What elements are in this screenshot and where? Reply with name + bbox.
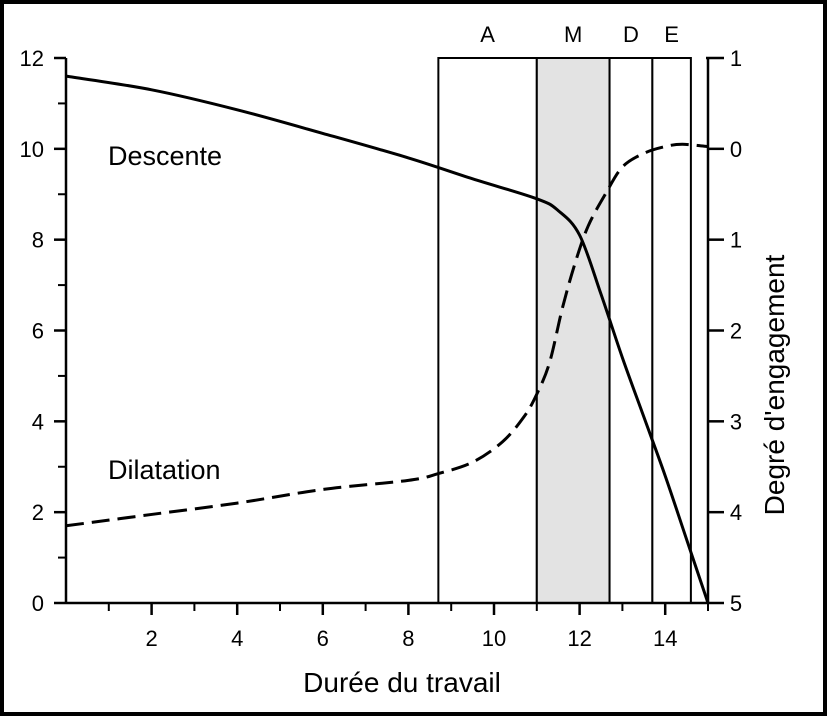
y-tick-label: 2	[32, 500, 44, 525]
phase-box-e	[651, 57, 692, 604]
tick-marks	[54, 56, 724, 615]
x-tick-label: 8	[402, 626, 414, 651]
series-line-descente	[65, 74, 710, 604]
right-y-tick-label: 4	[730, 500, 742, 525]
right-y-tick-label: 0	[730, 137, 742, 162]
y-tick-label: 0	[32, 591, 44, 616]
y-tick-label: 8	[32, 228, 44, 253]
x-tick-label: 10	[482, 626, 506, 651]
x-tick-label: 4	[231, 626, 243, 651]
x-tick-label: 2	[145, 626, 157, 651]
y-tick-label: 6	[32, 319, 44, 344]
right-y-tick-label: 1	[730, 46, 742, 71]
right-y-axis-title: Degré d'engagement	[759, 254, 790, 515]
phase-label-a: A	[480, 22, 495, 47]
x-tick-label: 14	[653, 626, 677, 651]
y-tick-label: 4	[32, 409, 44, 434]
right-y-tick-label: 3	[730, 409, 742, 434]
x-tick-label: 6	[317, 626, 329, 651]
right-y-tick-label: 1	[730, 228, 742, 253]
y-tick-label: 12	[20, 46, 44, 71]
phase-box-d	[608, 57, 654, 604]
phase-label-m: M	[564, 22, 582, 47]
x-tick-label: 12	[567, 626, 591, 651]
phase-box-m	[535, 57, 611, 604]
series-label-dilatation: Dilatation	[108, 455, 221, 485]
series-line-dilatation	[65, 142, 709, 528]
phase-label-e: E	[664, 22, 679, 47]
curves	[65, 74, 710, 604]
right-y-tick-label: 5	[730, 591, 742, 616]
right-y-tick-label: 2	[730, 319, 742, 344]
y-tick-label: 10	[20, 137, 44, 162]
x-axis-title: Durée du travail	[303, 667, 501, 698]
phase-box-a	[437, 57, 538, 604]
phase-label-d: D	[623, 22, 639, 47]
series-label-descente: Descente	[108, 141, 222, 171]
